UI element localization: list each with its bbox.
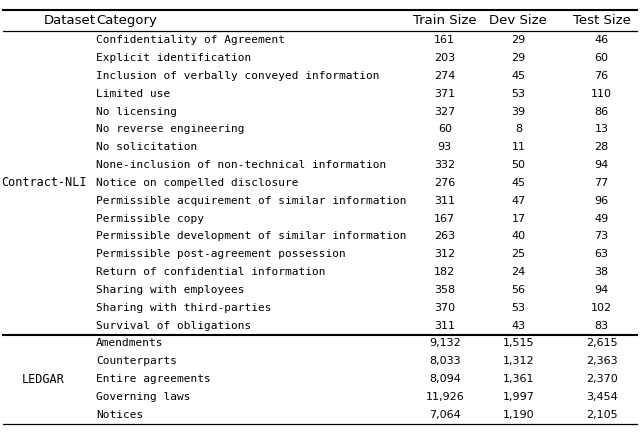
Text: No reverse engineering: No reverse engineering	[96, 124, 244, 134]
Text: 43: 43	[511, 321, 525, 330]
Text: 45: 45	[511, 71, 525, 81]
Text: 11: 11	[511, 142, 525, 152]
Text: 312: 312	[434, 249, 456, 259]
Text: Confidentiality of Agreement: Confidentiality of Agreement	[96, 35, 285, 45]
Text: 28: 28	[595, 142, 609, 152]
Text: 3,454: 3,454	[586, 392, 618, 402]
Text: 182: 182	[434, 267, 456, 277]
Text: No licensing: No licensing	[96, 107, 177, 116]
Text: 77: 77	[595, 178, 609, 188]
Text: No solicitation: No solicitation	[96, 142, 197, 152]
Text: 332: 332	[434, 160, 456, 170]
Text: Return of confidential information: Return of confidential information	[96, 267, 326, 277]
Text: 76: 76	[595, 71, 609, 81]
Text: 276: 276	[434, 178, 456, 188]
Text: Sharing with employees: Sharing with employees	[96, 285, 244, 295]
Text: 2,105: 2,105	[586, 410, 618, 420]
Text: 83: 83	[595, 321, 609, 330]
Text: Contract-NLI: Contract-NLI	[1, 176, 86, 190]
Text: 2,370: 2,370	[586, 374, 618, 384]
Text: 2,363: 2,363	[586, 356, 618, 366]
Text: 358: 358	[434, 285, 456, 295]
Text: 102: 102	[591, 303, 612, 313]
Text: Test Size: Test Size	[573, 14, 630, 27]
Text: 2,615: 2,615	[586, 339, 618, 348]
Text: 1,997: 1,997	[502, 392, 534, 402]
Text: Permissible acquirement of similar information: Permissible acquirement of similar infor…	[96, 196, 406, 206]
Text: Dev Size: Dev Size	[490, 14, 547, 27]
Text: Entire agreements: Entire agreements	[96, 374, 211, 384]
Text: 311: 311	[435, 321, 455, 330]
Text: 7,064: 7,064	[429, 410, 461, 420]
Text: 110: 110	[591, 89, 612, 99]
Text: Inclusion of verbally conveyed information: Inclusion of verbally conveyed informati…	[96, 71, 380, 81]
Text: 63: 63	[595, 249, 609, 259]
Text: Notice on compelled disclosure: Notice on compelled disclosure	[96, 178, 298, 188]
Text: 29: 29	[511, 35, 525, 45]
Text: 94: 94	[595, 160, 609, 170]
Text: Amendments: Amendments	[96, 339, 163, 348]
Text: 371: 371	[434, 89, 456, 99]
Text: 50: 50	[511, 160, 525, 170]
Text: 93: 93	[438, 142, 452, 152]
Text: 96: 96	[595, 196, 609, 206]
Text: 49: 49	[595, 214, 609, 223]
Text: 86: 86	[595, 107, 609, 116]
Text: Permissible copy: Permissible copy	[96, 214, 204, 223]
Text: 40: 40	[511, 231, 525, 241]
Text: 25: 25	[511, 249, 525, 259]
Text: 60: 60	[438, 124, 452, 134]
Text: 13: 13	[595, 124, 609, 134]
Text: 161: 161	[435, 35, 455, 45]
Text: 29: 29	[511, 53, 525, 63]
Text: 39: 39	[511, 107, 525, 116]
Text: Dataset: Dataset	[44, 14, 95, 27]
Text: 263: 263	[434, 231, 456, 241]
Text: 38: 38	[595, 267, 609, 277]
Text: 8: 8	[515, 124, 522, 134]
Text: Train Size: Train Size	[413, 14, 477, 27]
Text: Category: Category	[96, 14, 157, 27]
Text: 370: 370	[434, 303, 456, 313]
Text: Counterparts: Counterparts	[96, 356, 177, 366]
Text: 46: 46	[595, 35, 609, 45]
Text: Governing laws: Governing laws	[96, 392, 191, 402]
Text: 60: 60	[595, 53, 609, 63]
Text: 53: 53	[511, 303, 525, 313]
Text: 11,926: 11,926	[426, 392, 464, 402]
Text: Sharing with third-parties: Sharing with third-parties	[96, 303, 271, 313]
Text: Explicit identification: Explicit identification	[96, 53, 252, 63]
Text: LEDGAR: LEDGAR	[22, 372, 65, 386]
Text: 73: 73	[595, 231, 609, 241]
Text: 9,132: 9,132	[429, 339, 461, 348]
Text: 1,515: 1,515	[502, 339, 534, 348]
Text: 17: 17	[511, 214, 525, 223]
Text: 203: 203	[434, 53, 456, 63]
Text: 56: 56	[511, 285, 525, 295]
Text: 8,094: 8,094	[429, 374, 461, 384]
Text: 45: 45	[511, 178, 525, 188]
Text: None-inclusion of non-technical information: None-inclusion of non-technical informat…	[96, 160, 387, 170]
Text: 167: 167	[434, 214, 456, 223]
Text: 8,033: 8,033	[429, 356, 461, 366]
Text: 327: 327	[434, 107, 456, 116]
Text: 53: 53	[511, 89, 525, 99]
Text: Permissible post-agreement possession: Permissible post-agreement possession	[96, 249, 346, 259]
Text: 1,190: 1,190	[502, 410, 534, 420]
Text: 311: 311	[435, 196, 455, 206]
Text: 94: 94	[595, 285, 609, 295]
Text: Survival of obligations: Survival of obligations	[96, 321, 252, 330]
Text: 274: 274	[434, 71, 456, 81]
Text: 24: 24	[511, 267, 525, 277]
Text: 47: 47	[511, 196, 525, 206]
Text: 1,361: 1,361	[502, 374, 534, 384]
Text: Notices: Notices	[96, 410, 143, 420]
Text: Permissible development of similar information: Permissible development of similar infor…	[96, 231, 406, 241]
Text: 1,312: 1,312	[502, 356, 534, 366]
Text: Limited use: Limited use	[96, 89, 170, 99]
